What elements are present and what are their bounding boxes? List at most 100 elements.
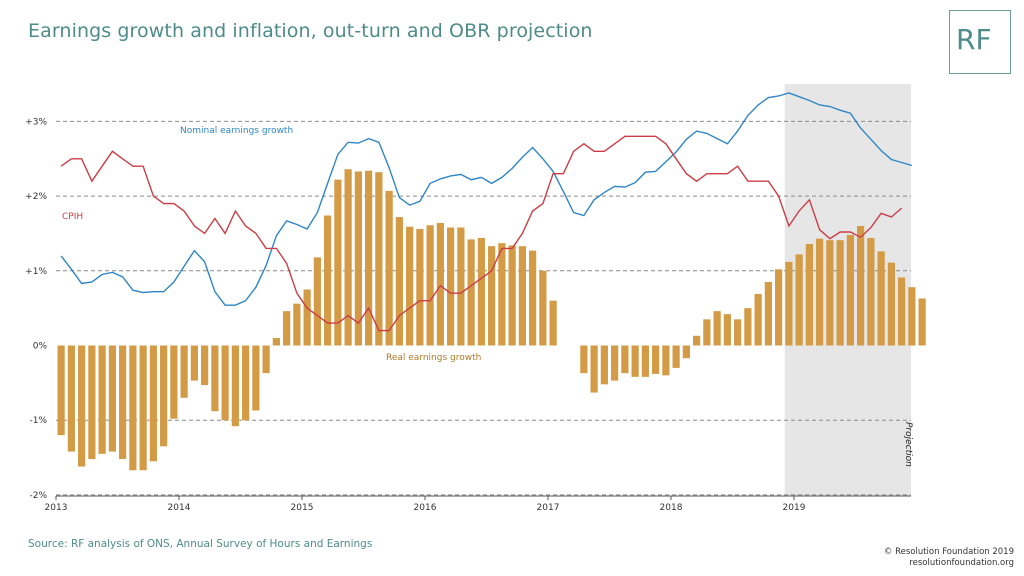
nominal-earnings-label: Nominal earnings growth <box>180 126 293 136</box>
real-earnings-bar <box>242 345 250 421</box>
real-earnings-bar <box>354 171 362 346</box>
source-note: Source: RF analysis of ONS, Annual Surve… <box>28 538 373 550</box>
real-earnings-bar <box>467 239 475 346</box>
real-earnings-bar <box>211 345 219 412</box>
real-earnings-bar <box>457 227 465 346</box>
real-earnings-bar <box>395 217 403 346</box>
x-tick-label: 2018 <box>660 503 683 513</box>
y-axis-ticks: +3% +2% +1% 0% -1% -2% <box>25 117 48 501</box>
real-earnings-bar <box>57 345 65 436</box>
real-earnings-bar <box>775 269 783 346</box>
x-tick-label: 2015 <box>291 503 314 513</box>
real-earnings-bar <box>221 345 229 421</box>
real-earnings-bar <box>88 345 96 460</box>
website-line: resolutionfoundation.org <box>909 558 1014 568</box>
real-earnings-bar <box>877 251 885 346</box>
real-earnings-bar <box>621 345 629 374</box>
real-earnings-bar <box>518 246 526 346</box>
real-earnings-bar <box>723 314 731 346</box>
real-earnings-bar <box>590 345 598 393</box>
real-earnings-bar <box>785 261 793 346</box>
real-earnings-bar <box>231 345 239 427</box>
real-earnings-bar <box>324 215 332 346</box>
real-earnings-bar <box>898 277 906 346</box>
real-earnings-bar <box>682 345 690 359</box>
real-earnings-bar <box>365 170 373 346</box>
real-earnings-bar <box>631 345 639 377</box>
y-tick-label: 0% <box>33 342 48 352</box>
real-earnings-bar <box>795 254 803 346</box>
real-earnings-bar <box>857 225 865 346</box>
nominal-earnings-line <box>60 92 913 306</box>
real-earnings-bar <box>447 227 455 346</box>
real-earnings-bar <box>846 234 854 346</box>
real-earnings-bar <box>344 169 352 346</box>
y-tick-label: +3% <box>25 117 47 127</box>
real-earnings-bar <box>508 245 516 346</box>
real-earnings-bar <box>262 345 270 374</box>
real-earnings-bar <box>139 345 147 471</box>
x-tick-label: 2019 <box>783 503 806 513</box>
real-earnings-bar <box>754 293 762 346</box>
real-earnings-bar <box>426 225 434 346</box>
real-earnings-bar <box>713 311 721 346</box>
real-earnings-bar <box>805 243 813 346</box>
real-earnings-bar <box>549 300 557 346</box>
real-earnings-bar <box>662 345 670 376</box>
y-tick-label: +2% <box>25 192 47 202</box>
real-earnings-bar <box>867 237 875 346</box>
x-tick-label: 2013 <box>45 503 68 513</box>
real-earnings-bar <box>170 345 178 419</box>
real-earnings-bar <box>836 240 844 346</box>
real-earnings-bar <box>283 311 291 346</box>
real-earnings-bar <box>816 238 824 346</box>
real-earnings-bar <box>129 345 137 471</box>
real-earnings-bar <box>918 298 926 346</box>
real-earnings-bar <box>385 190 393 346</box>
chart-title: Earnings growth and inflation, out-turn … <box>28 20 593 42</box>
real-earnings-bar <box>652 345 660 374</box>
real-earnings-bar <box>149 345 157 462</box>
real-earnings-bar <box>416 228 424 346</box>
real-earnings-bar <box>764 282 772 346</box>
real-earnings-bar <box>67 345 75 452</box>
real-earnings-bar <box>641 345 649 377</box>
real-earnings-bar <box>887 262 895 346</box>
real-earnings-bar <box>539 270 547 346</box>
real-earnings-bar <box>160 345 168 447</box>
real-earnings-bar <box>908 287 916 346</box>
copyright: © Resolution Foundation 2019 resolutionf… <box>884 547 1014 569</box>
copyright-line: © Resolution Foundation 2019 <box>883 547 1014 557</box>
x-axis-ticks: 2013 2014 2015 2016 2017 2018 2019 <box>45 496 806 513</box>
real-earnings-bar <box>108 345 116 452</box>
real-earnings-bar <box>672 345 680 368</box>
real-earnings-bar <box>272 338 280 346</box>
real-earnings-bar <box>436 222 444 346</box>
real-earnings-bar <box>98 345 106 454</box>
real-earnings-bar <box>293 303 301 346</box>
real-earnings-bar <box>826 240 834 346</box>
real-earnings-bar <box>119 345 127 460</box>
real-earnings-bar <box>600 345 608 385</box>
real-earnings-bar <box>693 335 701 346</box>
real-earnings-bar <box>180 345 188 398</box>
real-earnings-bars <box>57 169 926 471</box>
rf-logo: RF <box>949 10 1011 74</box>
real-earnings-bar <box>78 345 86 467</box>
real-earnings-bar <box>406 226 414 346</box>
x-tick-label: 2016 <box>414 503 437 513</box>
real-earnings-bar <box>303 289 311 346</box>
real-earnings-bar <box>375 172 383 346</box>
real-earnings-bar <box>313 257 321 346</box>
real-earnings-bar <box>334 179 342 346</box>
y-tick-label: -2% <box>29 491 47 501</box>
real-earnings-bar <box>201 345 209 386</box>
real-earnings-bar <box>529 250 537 346</box>
y-tick-label: +1% <box>25 267 47 277</box>
cpih-label: CPIH <box>62 212 83 222</box>
real-earnings-label: Real earnings growth <box>386 353 481 363</box>
x-tick-label: 2014 <box>168 503 191 513</box>
projection-label: Projection <box>903 422 913 467</box>
real-earnings-bar <box>744 308 752 346</box>
